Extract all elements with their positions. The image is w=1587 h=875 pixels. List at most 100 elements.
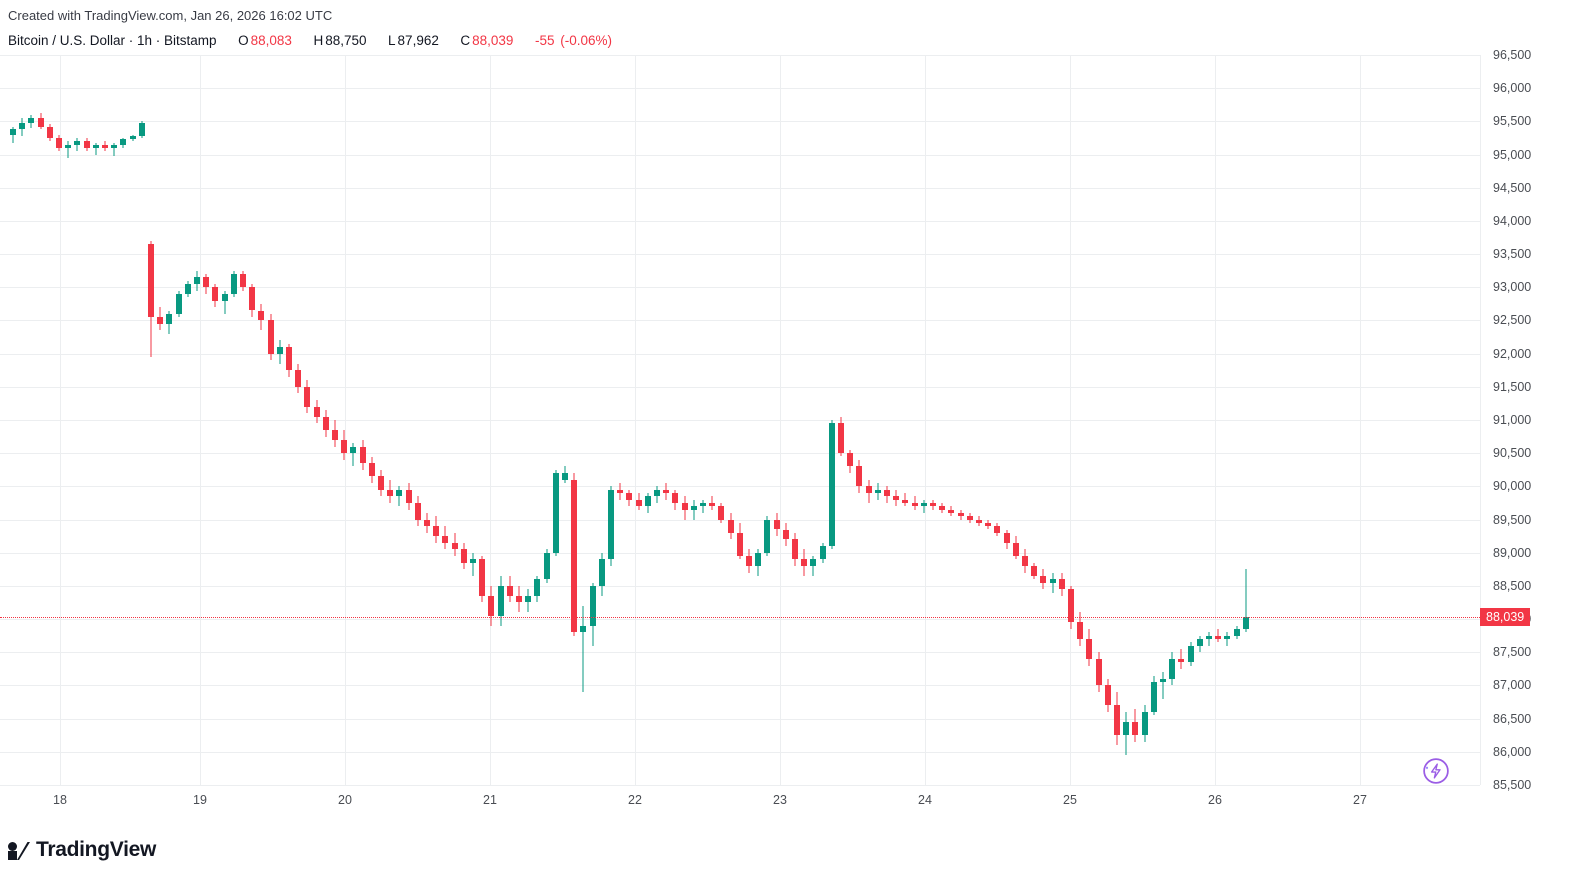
candle-body [534, 579, 540, 596]
candle-body [1123, 722, 1129, 735]
candle-body [571, 480, 577, 633]
candle-wick [473, 553, 474, 576]
candle-body [452, 543, 458, 550]
gridline-horizontal [0, 55, 1480, 56]
candle-body [1197, 639, 1203, 646]
candle-body [332, 430, 338, 440]
x-axis-tick-label: 18 [53, 793, 67, 807]
candle-body [387, 490, 393, 497]
high-value: 88,750 [325, 33, 366, 48]
candle-body [801, 559, 807, 566]
candle-body [645, 496, 651, 506]
current-price-badge[interactable]: 88,039 [1480, 608, 1530, 626]
candle-body [1178, 659, 1184, 662]
x-axis-tick-label: 27 [1353, 793, 1367, 807]
tradingview-logo-text: TradingView [36, 838, 156, 862]
candle-body [672, 493, 678, 503]
gridline-horizontal [0, 719, 1480, 720]
candle-body [28, 118, 34, 123]
candle-body [590, 586, 596, 626]
candle-body [1013, 543, 1019, 556]
candle-body [176, 294, 182, 314]
y-axis-tick-label: 95,000 [1493, 148, 1531, 162]
candle-body [314, 407, 320, 417]
candle-body [746, 556, 752, 566]
candle-body [1086, 639, 1092, 659]
candle-body [1188, 646, 1194, 663]
open-label: O [238, 33, 249, 48]
x-axis-tick-label: 24 [918, 793, 932, 807]
y-axis-tick-label: 88,500 [1493, 579, 1531, 593]
candle-body [341, 440, 347, 453]
tradingview-logo-icon [8, 840, 30, 860]
candle-body [737, 533, 743, 556]
watermark-text: Created with TradingView.com, Jan 26, 20… [8, 8, 332, 23]
gridline-horizontal [0, 320, 1480, 321]
candle-body [84, 141, 90, 148]
y-axis-tick-label: 95,500 [1493, 114, 1531, 128]
gridline-horizontal [0, 619, 1480, 620]
candle-body [268, 320, 274, 353]
candle-wick [77, 138, 78, 151]
candle-body [350, 447, 356, 454]
candle-body [139, 123, 145, 136]
candle-body [240, 274, 246, 287]
y-axis-tick-label: 96,000 [1493, 81, 1531, 95]
candle-body [157, 317, 163, 324]
y-axis-tick-label: 96,500 [1493, 48, 1531, 62]
candle-body [1004, 533, 1010, 543]
candle-body [617, 490, 623, 493]
candle-body [360, 447, 366, 464]
gridline-vertical [1360, 55, 1361, 785]
candle-body [718, 506, 724, 519]
y-axis-tick-label: 92,000 [1493, 347, 1531, 361]
y-axis-tick-label: 90,500 [1493, 446, 1531, 460]
x-axis: 18 19 20 21 22 23 24 25 26 27 [0, 785, 1480, 825]
candle-body [792, 539, 798, 559]
candlestick-plot-area[interactable] [0, 55, 1480, 785]
candle-body [516, 596, 522, 603]
candle-body [856, 466, 862, 486]
candle-body [47, 127, 53, 138]
candle-body [277, 347, 283, 354]
candle-body [1224, 636, 1230, 639]
close-label: C [460, 33, 470, 48]
candle-body [884, 490, 890, 497]
candle-wick [1052, 573, 1053, 593]
candle-body [185, 284, 191, 294]
gridline-horizontal [0, 652, 1480, 653]
flash-icon[interactable] [1418, 753, 1454, 789]
tradingview-logo: TradingView [8, 838, 156, 862]
y-axis-tick-label: 86,500 [1493, 712, 1531, 726]
candle-body [948, 510, 954, 513]
low-value: 87,962 [398, 33, 439, 48]
candle-body [1105, 685, 1111, 705]
candle-body [130, 136, 136, 139]
candle-body [442, 536, 448, 543]
candle-body [709, 503, 715, 506]
symbol-label: Bitcoin / U.S. Dollar · 1h · Bitstamp [8, 33, 217, 48]
candle-body [258, 311, 264, 321]
gridline-horizontal [0, 221, 1480, 222]
gridline-horizontal [0, 354, 1480, 355]
gridline-horizontal [0, 486, 1480, 487]
candle-body [764, 520, 770, 553]
tradingview-chart: Created with TradingView.com, Jan 26, 20… [0, 0, 1587, 875]
candle-body [498, 586, 504, 616]
candle-body [544, 553, 550, 580]
candle-body [93, 145, 99, 148]
gridline-horizontal [0, 254, 1480, 255]
candle-body [461, 549, 467, 562]
candle-body [525, 596, 531, 603]
y-axis-tick-label: 85,500 [1493, 778, 1531, 792]
candle-body [921, 503, 927, 506]
y-axis-tick-label: 91,000 [1493, 413, 1531, 427]
candle-body [866, 486, 872, 493]
candle-body [396, 490, 402, 497]
candle-body [1151, 682, 1157, 712]
candle-body [1114, 705, 1120, 735]
y-axis-tick-label: 94,500 [1493, 181, 1531, 195]
gridline-vertical [345, 55, 346, 785]
candle-body [654, 490, 660, 497]
candle-body [838, 423, 844, 453]
